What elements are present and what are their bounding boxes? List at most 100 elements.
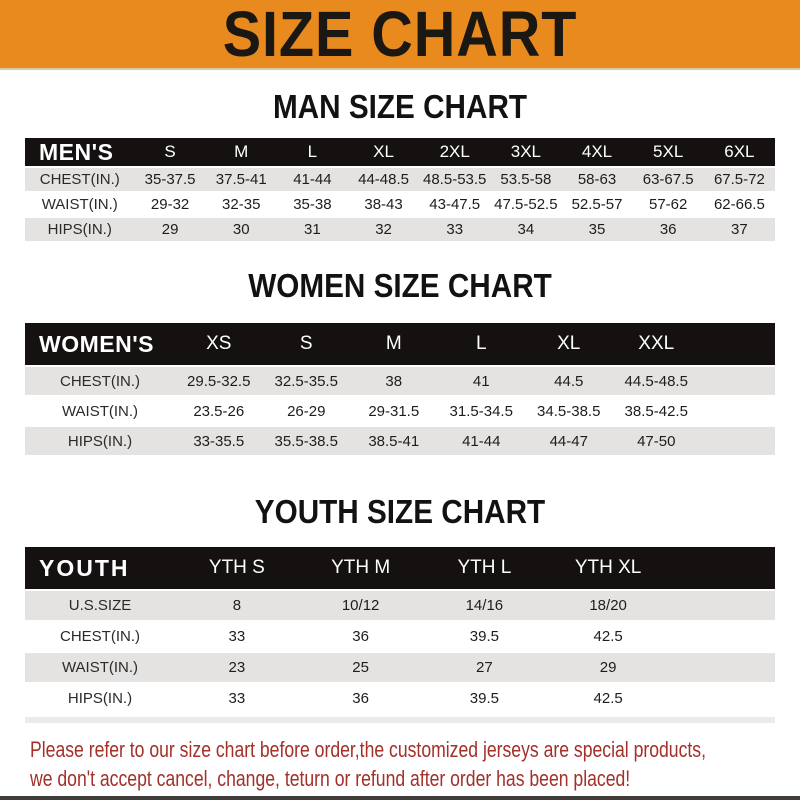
men-size-6xl: 6XL [703, 138, 775, 166]
men-hips-in-value-5: 34 [490, 218, 562, 241]
men-size-table: MEN'S S M L XL 2XL 3XL 4XL 5XL 6XL CHEST(IN.) 35-37… [25, 136, 775, 243]
chart-sections: MAN SIZE CHART MEN'S S M L XL 2XL 3XL 4XL 5XL 6XL C… [0, 88, 800, 715]
youth-hips-in-value-2: 39.5 [422, 684, 547, 713]
men-size-5xl: 5XL [632, 138, 704, 166]
women-row-pad [700, 367, 775, 395]
men-hips-in-value-3: 32 [347, 218, 420, 241]
women-header-label: WOMEN'S [25, 323, 175, 365]
men-chest-in-value-4: 48.5-53.5 [419, 168, 491, 191]
banner-title: SIZE CHART [222, 0, 578, 70]
youth-row-waist-in: WAIST(IN.) 23 25 27 29 [25, 653, 775, 682]
men-hips-in-value-4: 33 [419, 218, 491, 241]
women-size-xl: XL [525, 323, 613, 365]
men-hips-in-value-0: 29 [134, 218, 206, 241]
women-row-label-waist-in: WAIST(IN.) [25, 397, 175, 425]
women-size-s: S [262, 323, 350, 365]
section-women: WOMEN SIZE CHART WOMEN'S XS S M L XL XXL CHEST(I… [0, 267, 800, 457]
women-row-label-hips-in: HIPS(IN.) [25, 427, 175, 455]
men-chest-in-value-1: 37.5-41 [205, 168, 277, 191]
youth-row-label-u-s-size: U.S.SIZE [25, 591, 175, 620]
youth-header-label: YOUTH [25, 547, 175, 589]
men-waist-in-value-0: 29-32 [134, 193, 206, 216]
men-waist-in-value-7: 57-62 [632, 193, 704, 216]
youth-hips-in-value-1: 36 [298, 684, 423, 713]
men-size-s: S [134, 138, 206, 166]
youth-chest-in-value-2: 39.5 [422, 622, 547, 651]
bottom-strip [0, 796, 800, 800]
men-waist-in-value-8: 62-66.5 [703, 193, 775, 216]
women-size-l: L [437, 323, 525, 365]
youth-row-pad [670, 591, 775, 620]
men-waist-in-value-6: 52.5-57 [561, 193, 633, 216]
section-men: MAN SIZE CHART MEN'S S M L XL 2XL 3XL 4XL 5XL 6XL C… [0, 88, 800, 243]
youth-hips-in-value-3: 42.5 [546, 684, 670, 713]
men-size-4xl: 4XL [561, 138, 633, 166]
women-row-pad [700, 397, 775, 425]
men-row-label-hips-in: HIPS(IN.) [25, 218, 135, 241]
women-chest-in-value-2: 38 [350, 367, 438, 395]
men-size-xl: XL [347, 138, 420, 166]
youth-size-yth-l: YTH L [422, 547, 547, 589]
men-row-label-waist-in: WAIST(IN.) [25, 193, 135, 216]
men-chest-in-value-3: 44-48.5 [347, 168, 420, 191]
women-hips-in-value-4: 44-47 [525, 427, 613, 455]
youth-size-yth-xl: YTH XL [546, 547, 670, 589]
women-waist-in-value-2: 29-31.5 [350, 397, 438, 425]
women-hips-in-value-0: 33-35.5 [175, 427, 263, 455]
youth-row-pad [670, 653, 775, 682]
banner: SIZE CHART [0, 0, 800, 70]
women-row-label-chest-in: CHEST(IN.) [25, 367, 175, 395]
youth-row-pad [670, 622, 775, 651]
youth-row-label-waist-in: WAIST(IN.) [25, 653, 175, 682]
men-header-label: MEN'S [25, 138, 135, 166]
women-chest-in-value-4: 44.5 [525, 367, 613, 395]
women-waist-in-value-5: 38.5-42.5 [612, 397, 700, 425]
women-size-table: WOMEN'S XS S M L XL XXL CHEST(IN.) 29.5-32.5 32.5… [25, 321, 775, 457]
youth-header-pad [670, 547, 775, 589]
women-header-row: WOMEN'S XS S M L XL XXL [25, 323, 775, 365]
women-row-chest-in: CHEST(IN.) 29.5-32.5 32.5-35.5 38 41 44.5 44.5… [25, 367, 775, 395]
women-size-xs: XS [175, 323, 263, 365]
women-waist-in-value-3: 31.5-34.5 [437, 397, 525, 425]
women-row-hips-in: HIPS(IN.) 33-35.5 35.5-38.5 38.5-41 41-44 44-… [25, 427, 775, 455]
men-row-label-chest-in: CHEST(IN.) [25, 168, 135, 191]
women-hips-in-value-5: 47-50 [612, 427, 700, 455]
youth-waist-in-value-1: 25 [298, 653, 423, 682]
women-header-pad [700, 323, 775, 365]
men-hips-in-value-2: 31 [276, 218, 348, 241]
table-footer-strip [25, 717, 775, 723]
men-row-hips-in: HIPS(IN.) 29 30 31 32 33 34 35 36 37 [25, 218, 775, 241]
women-section-heading: WOMEN SIZE CHART [248, 267, 552, 304]
youth-waist-in-value-2: 27 [422, 653, 547, 682]
youth-row-hips-in: HIPS(IN.) 33 36 39.5 42.5 [25, 684, 775, 713]
men-waist-in-value-2: 35-38 [276, 193, 348, 216]
youth-chest-in-value-0: 33 [175, 622, 299, 651]
women-chest-in-value-3: 41 [437, 367, 525, 395]
youth-u-s-size-value-0: 8 [175, 591, 299, 620]
youth-row-pad [670, 684, 775, 713]
youth-u-s-size-value-3: 18/20 [546, 591, 670, 620]
men-chest-in-value-5: 53.5-58 [490, 168, 562, 191]
youth-header-row: YOUTH YTH S YTH M YTH L YTH XL [25, 547, 775, 589]
men-size-m: M [205, 138, 277, 166]
women-chest-in-value-0: 29.5-32.5 [175, 367, 263, 395]
women-hips-in-value-2: 38.5-41 [350, 427, 438, 455]
men-chest-in-value-0: 35-37.5 [134, 168, 206, 191]
women-waist-in-value-0: 23.5-26 [175, 397, 263, 425]
youth-size-yth-m: YTH M [298, 547, 423, 589]
youth-row-chest-in: CHEST(IN.) 33 36 39.5 42.5 [25, 622, 775, 651]
youth-chest-in-value-1: 36 [298, 622, 423, 651]
women-hips-in-value-3: 41-44 [437, 427, 525, 455]
women-row-pad [700, 427, 775, 455]
men-row-waist-in: WAIST(IN.) 29-32 32-35 35-38 38-43 43-47.5 47.… [25, 193, 775, 216]
youth-waist-in-value-3: 29 [546, 653, 670, 682]
men-chest-in-value-2: 41-44 [276, 168, 348, 191]
youth-u-s-size-value-2: 14/16 [422, 591, 547, 620]
women-row-waist-in: WAIST(IN.) 23.5-26 26-29 29-31.5 31.5-34.5 34… [25, 397, 775, 425]
youth-waist-in-value-0: 23 [175, 653, 299, 682]
women-chest-in-value-1: 32.5-35.5 [262, 367, 350, 395]
women-size-m: M [350, 323, 438, 365]
women-waist-in-value-4: 34.5-38.5 [525, 397, 613, 425]
men-hips-in-value-1: 30 [205, 218, 277, 241]
